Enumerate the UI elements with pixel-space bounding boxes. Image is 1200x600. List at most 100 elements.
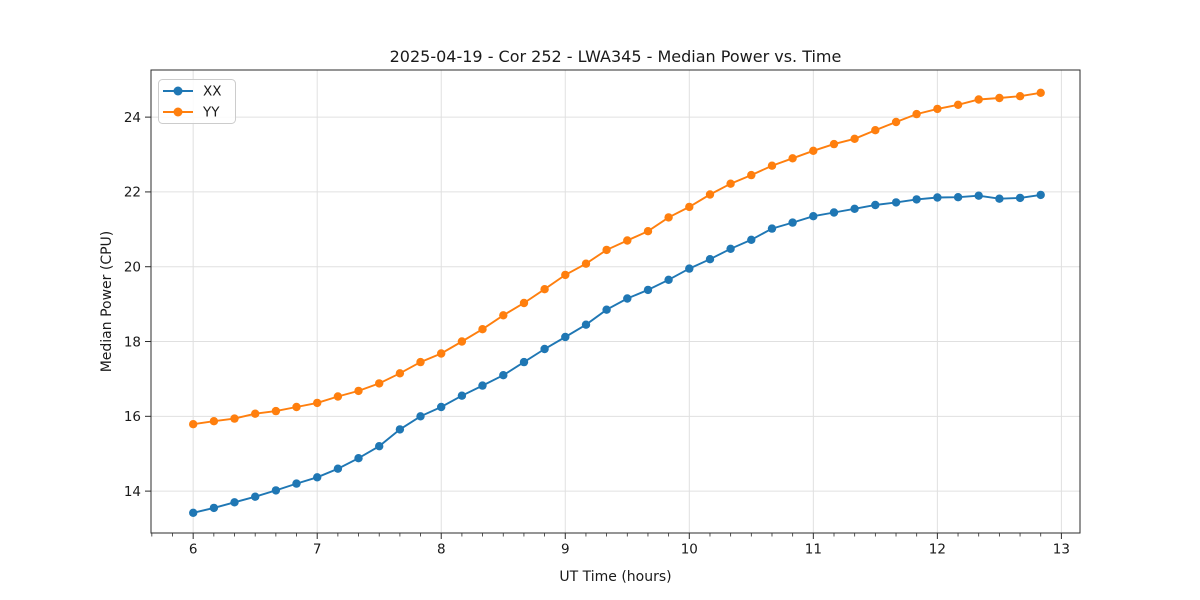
data-point-yy [1036,88,1045,98]
data-point-yy [623,236,632,245]
axes-spines [150,69,1081,534]
legend: XX YY [158,79,236,124]
data-point-yy [726,179,735,188]
data-point-yy [375,379,384,388]
data-point-yy [189,420,198,429]
data-point-yy [1015,92,1025,101]
series-line-xx [192,193,1041,514]
x-tick-label: 9 [561,542,570,558]
x-tick-label: 10 [681,542,698,558]
data-point-yy [437,349,446,358]
data-point-xx [1036,190,1045,200]
x-tick-label: 12 [929,542,946,558]
data-point-yy [354,386,363,396]
tick-layer: 6 7 8 9 10 11 12 13 14 16 18 20 22 24 [124,110,1070,558]
data-point-xx [643,285,653,295]
data-point-xx [581,320,591,329]
x-tick-label: 8 [437,542,446,558]
data-point-yy [292,402,301,412]
data-point-xx [416,412,425,421]
data-point-xx [271,486,281,495]
grid-layer [151,70,1080,533]
data-point-xx [209,503,219,513]
data-point-yy [251,409,260,418]
data-point-yy [457,337,467,346]
data-point-xx [375,442,384,451]
data-point-xx [499,371,508,380]
legend-label-yy: YY [202,105,220,121]
data-point-yy [209,417,219,426]
data-point-yy [499,311,508,320]
data-point-xx [747,235,756,244]
data-point-xx [933,193,942,202]
data-point-yy [705,190,715,199]
data-point-yy [788,154,797,163]
data-point-yy [912,109,921,119]
data-point-xx [809,212,818,221]
data-point-yy [685,202,694,212]
data-point-xx [189,508,198,517]
legend-box [158,79,236,124]
legend-label-xx: XX [203,84,222,100]
data-point-xx [251,492,260,501]
data-point-yy [829,139,839,149]
data-point-xx [478,381,487,390]
data-point-yy [602,245,611,255]
data-point-yy [333,392,343,401]
data-point-xx [395,425,405,434]
data-point-yy [767,161,777,170]
data-point-yy [933,104,942,114]
data-point-xx [313,473,322,482]
data-point-yy [540,285,549,294]
data-point-yy [871,126,880,135]
x-tick-label: 11 [805,542,822,558]
data-point-yy [416,357,425,367]
y-axis-label: Median Power (CPU) [99,231,115,373]
data-point-xx [912,195,921,204]
y-tick-label: 24 [124,110,141,126]
data-point-yy [561,270,570,280]
data-point-xx [685,264,694,273]
data-point-xx [726,244,735,253]
data-point-xx [664,275,673,284]
data-point-yy [891,117,901,127]
data-point-yy [850,134,859,143]
data-point-yy [271,406,281,416]
data-point-yy [809,146,818,155]
data-point-yy [643,227,653,236]
data-point-yy [230,414,239,423]
data-point-xx [974,191,983,200]
data-point-yy [747,170,756,180]
data-point-xx [519,357,529,367]
series-layer [189,88,1045,517]
y-tick-label: 14 [124,484,141,500]
data-point-yy [995,93,1004,103]
legend-marker-xx-icon [173,86,183,96]
data-point-xx [457,391,467,400]
data-point-yy [953,100,963,110]
legend-item-xx: XX [163,84,222,100]
data-point-yy [581,259,591,268]
legend-marker-yy-icon [173,107,183,117]
legend-item-yy: YY [163,105,220,121]
data-point-xx [230,498,239,507]
data-point-xx [437,402,446,412]
data-point-xx [995,194,1004,203]
x-tick-label: 6 [189,542,198,558]
data-point-yy [395,369,405,378]
data-point-yy [974,95,983,104]
data-point-yy [313,398,322,408]
data-point-xx [829,208,839,217]
chart-title: 2025-04-19 - Cor 252 - LWA345 - Median P… [390,47,842,66]
data-point-xx [602,305,611,314]
data-point-xx [561,332,570,342]
data-point-yy [664,213,673,222]
plot-border [150,69,1081,534]
data-point-xx [953,193,963,202]
data-point-xx [333,464,343,473]
data-point-yy [519,298,529,308]
data-point-xx [705,255,715,264]
data-point-xx [1015,193,1025,203]
